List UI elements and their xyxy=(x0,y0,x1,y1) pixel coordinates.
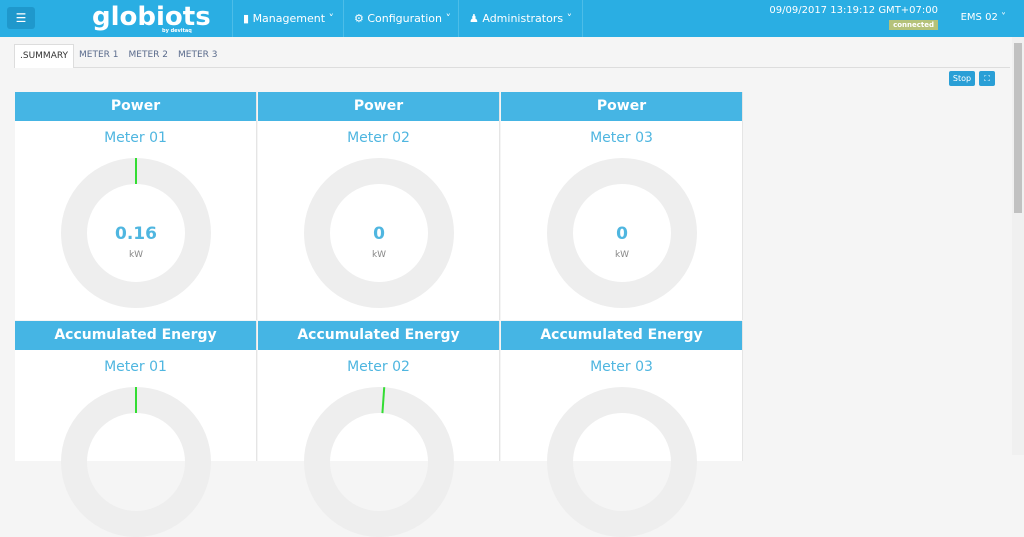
panel-title: Power xyxy=(15,92,256,121)
gauge xyxy=(547,158,697,308)
gauge-value: 0 xyxy=(373,224,385,244)
nav-administrators[interactable]: ♟ Administrators ˅ xyxy=(458,0,584,37)
gauge-ring xyxy=(61,387,211,537)
status-badge: connected xyxy=(889,20,938,30)
meter-name: Meter 01 xyxy=(104,359,167,375)
gauge-unit: kW xyxy=(371,250,387,260)
nav-label: Configuration xyxy=(367,12,442,25)
tab-bar: .SUMMARY METER 1 METER 2 METER 3 xyxy=(14,44,1010,68)
gauge-unit: kW xyxy=(128,250,144,260)
gauge-value: 0.16 xyxy=(115,224,157,244)
panel-title: Accumulated Energy xyxy=(258,321,499,350)
logo[interactable]: globiots by devitaq xyxy=(92,2,211,34)
gauge-value: 0 xyxy=(616,224,628,244)
nav-label: Administrators xyxy=(482,12,564,25)
gauge-ring xyxy=(304,158,454,308)
gauge xyxy=(547,387,697,537)
stop-button[interactable]: Stop xyxy=(949,71,975,86)
scrollbar[interactable] xyxy=(1012,37,1024,455)
panel-title: Accumulated Energy xyxy=(501,321,742,350)
meter-name: Meter 03 xyxy=(590,359,653,375)
gauge-unit: kW xyxy=(614,250,630,260)
meter-name: Meter 03 xyxy=(590,130,653,146)
device-label: EMS 02 xyxy=(960,12,998,23)
gauge xyxy=(304,158,454,308)
tab-meter-3[interactable]: METER 3 xyxy=(178,50,218,60)
meter-name: Meter 02 xyxy=(347,359,410,375)
tab-summary[interactable]: .SUMMARY xyxy=(14,44,75,68)
panel-title: Power xyxy=(501,92,742,121)
logo-sub: by devitaq xyxy=(162,28,192,34)
power-panel: Power Meter 03 0 kW xyxy=(501,92,743,320)
hamburger-icon[interactable]: ☰ xyxy=(7,7,35,29)
meter-name: Meter 01 xyxy=(104,130,167,146)
scrollbar-thumb[interactable] xyxy=(1014,43,1022,213)
tab-meter-2[interactable]: METER 2 xyxy=(128,50,168,60)
energy-panel: Accumulated Energy Meter 02 xyxy=(258,321,500,537)
gauge xyxy=(61,158,211,308)
status-area: 09/09/2017 13:19:12 GMT+07:00 connected xyxy=(769,5,938,30)
gauge xyxy=(304,387,454,537)
panel-title: Power xyxy=(258,92,499,121)
panel-title: Accumulated Energy xyxy=(15,321,256,350)
nav-management[interactable]: ▮ Management ˅ xyxy=(232,0,344,37)
tab-meter-1[interactable]: METER 1 xyxy=(79,50,119,60)
nav-configuration[interactable]: ⚙ Configuration ˅ xyxy=(343,0,461,37)
datetime: 09/09/2017 13:19:12 GMT+07:00 xyxy=(769,5,938,16)
gauge-needle xyxy=(381,387,386,414)
power-panel: Power Meter 01 0.16 kW xyxy=(15,92,257,320)
logo-text: globiots xyxy=(92,2,211,32)
meter-name: Meter 02 xyxy=(347,130,410,146)
expand-icon[interactable]: ⛶ xyxy=(979,71,995,86)
gauge-ring xyxy=(547,387,697,537)
gauge-ring xyxy=(547,158,697,308)
energy-panel: Accumulated Energy Meter 01 xyxy=(15,321,257,537)
device-dropdown[interactable]: EMS 02 ˅ xyxy=(960,12,1006,23)
top-bar: ☰ globiots by devitaq ▮ Management ˅ ⚙ Co… xyxy=(0,0,1024,37)
power-panel: Power Meter 02 0 kW xyxy=(258,92,500,320)
energy-panel: Accumulated Energy Meter 03 xyxy=(501,321,743,537)
gauge xyxy=(61,387,211,537)
gauge-ring xyxy=(304,387,454,537)
nav-label: Management xyxy=(252,12,326,25)
